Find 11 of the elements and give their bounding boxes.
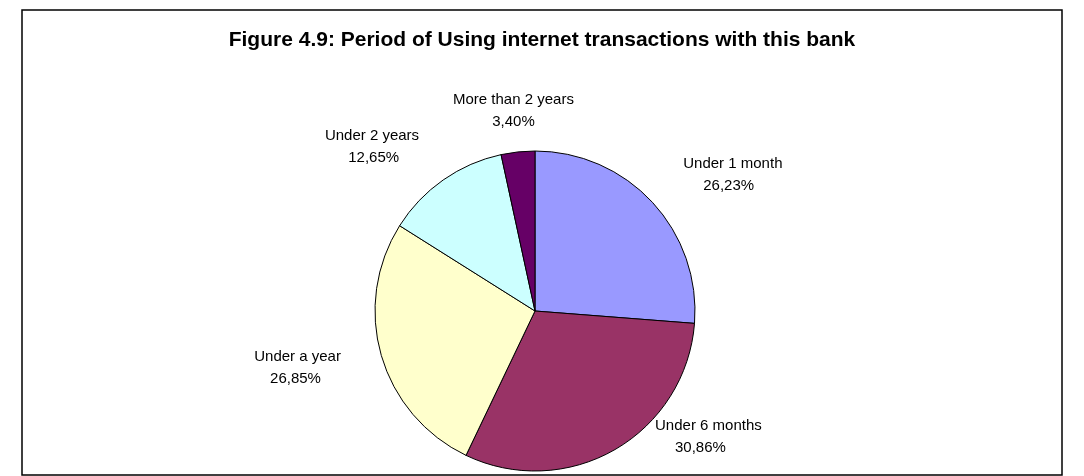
slice-label: More than 2 years: [453, 90, 574, 108]
data-label: 30,86%: [675, 438, 726, 455]
slice-label: Under 2 years: [324, 125, 420, 143]
slice-label: Under a year: [254, 347, 341, 365]
slice-label: Under 1 month: [683, 153, 783, 171]
data-label: 26,85%: [270, 369, 321, 387]
data-label: 26,23%: [703, 175, 755, 193]
chart-title: Figure 4.9: Period of Using internet transactions with this bank: [228, 27, 856, 50]
slice-label: Under 6 months: [655, 416, 762, 433]
data-label: 3,40%: [492, 112, 535, 130]
data-label: 12,65%: [348, 147, 400, 165]
